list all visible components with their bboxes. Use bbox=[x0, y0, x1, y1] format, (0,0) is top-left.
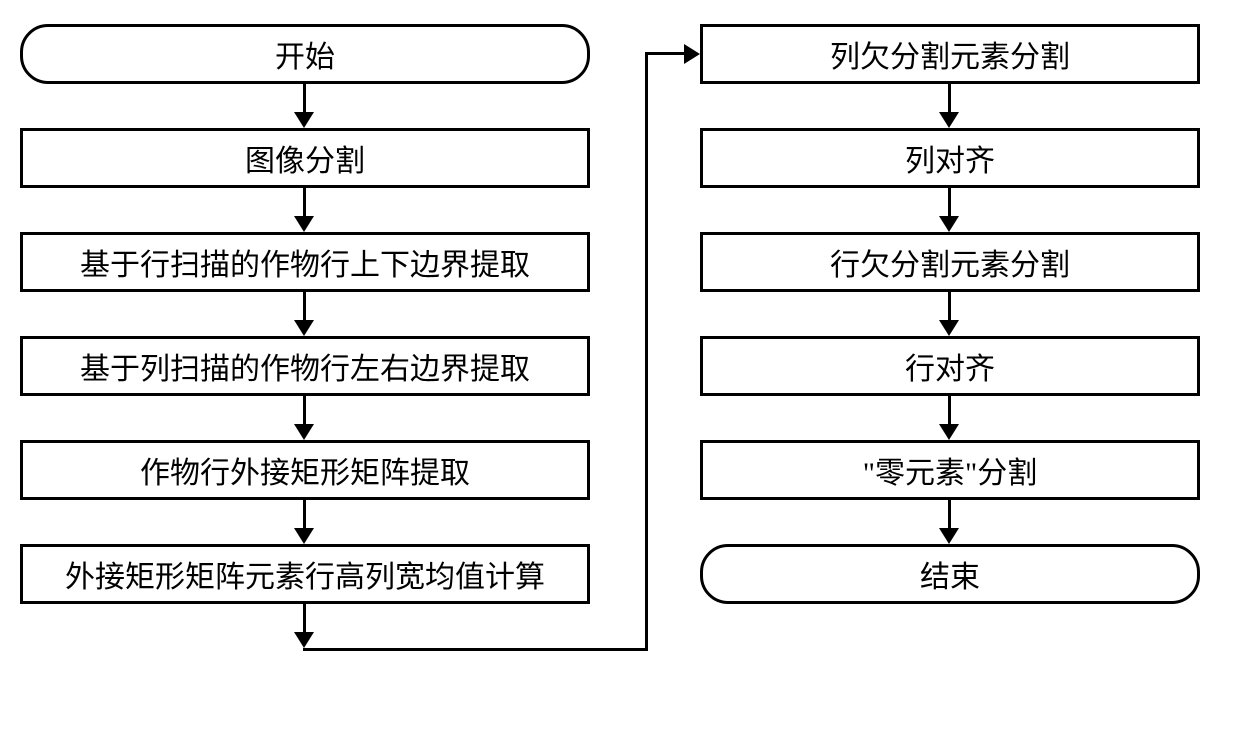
node-row-scan-label: 基于行扫描的作物行上下边界提取 bbox=[80, 240, 530, 284]
node-image-split-label: 图像分割 bbox=[245, 136, 365, 180]
node-zero-element-label: "零元素"分割 bbox=[863, 448, 1038, 492]
node-mean-calc: 外接矩形矩阵元素行高列宽均值计算 bbox=[20, 544, 590, 604]
node-start-label: 开始 bbox=[275, 32, 335, 76]
node-col-scan-label: 基于列扫描的作物行左右边界提取 bbox=[80, 344, 530, 388]
node-zero-element: "零元素"分割 bbox=[700, 440, 1200, 500]
node-col-scan: 基于列扫描的作物行左右边界提取 bbox=[20, 336, 590, 396]
node-start: 开始 bbox=[20, 24, 590, 84]
node-end-label: 结束 bbox=[920, 552, 980, 596]
node-col-align-label: 列对齐 bbox=[905, 136, 995, 180]
node-mean-calc-label: 外接矩形矩阵元素行高列宽均值计算 bbox=[65, 552, 545, 596]
node-end: 结束 bbox=[700, 544, 1200, 604]
node-row-undersplit-label: 行欠分割元素分割 bbox=[830, 240, 1070, 284]
node-image-split: 图像分割 bbox=[20, 128, 590, 188]
node-row-undersplit: 行欠分割元素分割 bbox=[700, 232, 1200, 292]
node-col-align: 列对齐 bbox=[700, 128, 1200, 188]
node-rect-matrix: 作物行外接矩形矩阵提取 bbox=[20, 440, 590, 500]
node-row-align: 行对齐 bbox=[700, 336, 1200, 396]
node-col-undersplit: 列欠分割元素分割 bbox=[700, 24, 1200, 84]
flowchart-container: 开始 图像分割 基于行扫描的作物行上下边界提取 基于列扫描的作物行左右边界提取 … bbox=[0, 0, 1239, 736]
node-rect-matrix-label: 作物行外接矩形矩阵提取 bbox=[140, 448, 470, 492]
node-row-align-label: 行对齐 bbox=[905, 344, 995, 388]
node-row-scan: 基于行扫描的作物行上下边界提取 bbox=[20, 232, 590, 292]
node-col-undersplit-label: 列欠分割元素分割 bbox=[830, 32, 1070, 76]
